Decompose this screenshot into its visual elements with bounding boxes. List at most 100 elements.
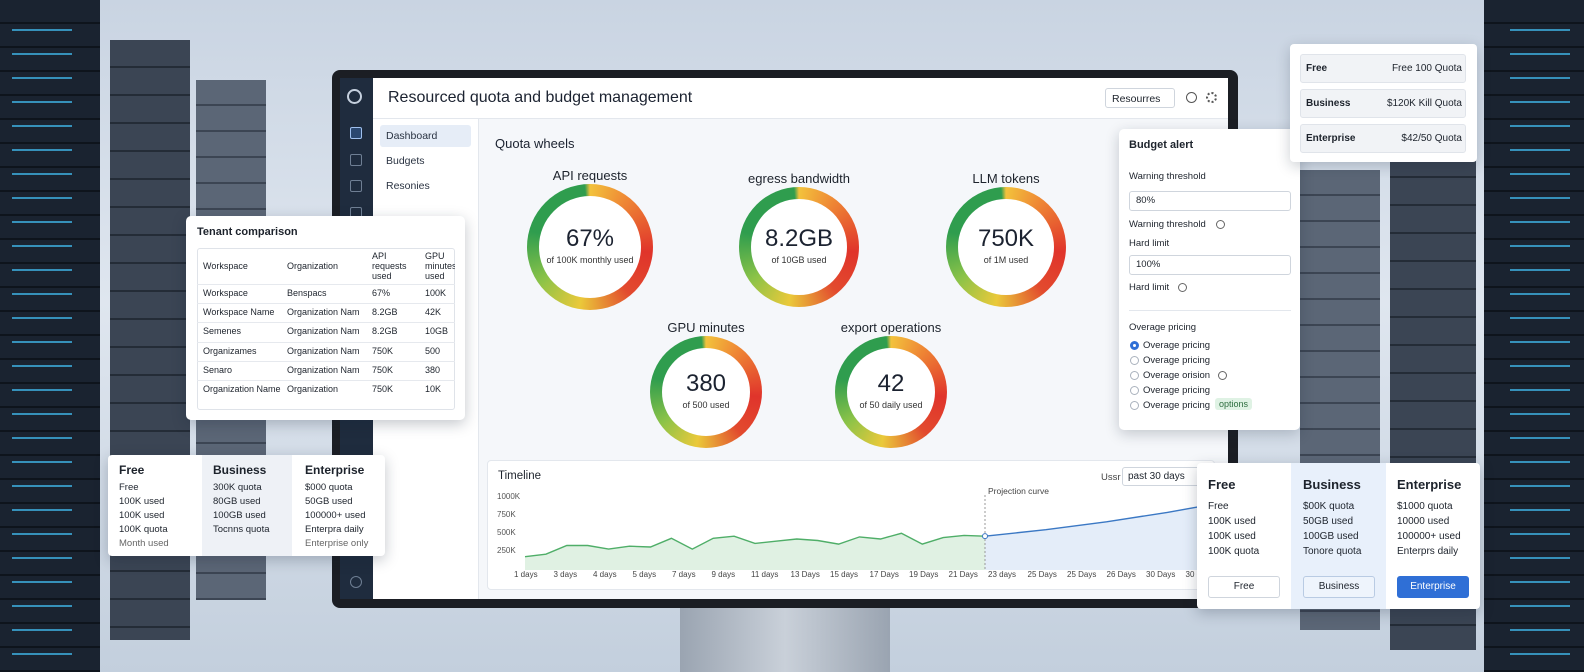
x-label: 9 days xyxy=(711,570,736,579)
y-label: 1000K xyxy=(497,492,521,501)
wheel-label: GPU minutes xyxy=(667,320,745,335)
plan-line: Tonore quota xyxy=(1303,546,1362,557)
table-cell: 8.2GB xyxy=(372,307,398,317)
badge: options xyxy=(1215,398,1253,410)
nav-item[interactable]: Dashboard xyxy=(386,130,438,142)
radio-label: Overage pricing xyxy=(1143,340,1211,351)
wheel-sub: of 50 daily used xyxy=(859,400,923,410)
x-label: 25 Days xyxy=(1027,570,1057,579)
table-cell: 100K xyxy=(425,288,447,298)
tier-row xyxy=(1300,54,1466,83)
sidebar-icon xyxy=(350,180,362,192)
plan-button[interactable]: Free xyxy=(1208,576,1280,598)
wheel-value: 42 xyxy=(877,370,905,397)
wheel-value: 8.2GB xyxy=(764,225,834,252)
table-cell: Senaro xyxy=(203,365,233,375)
table-cell: Organization Nam xyxy=(287,326,360,336)
table-header: GPU minutes used xyxy=(425,251,455,281)
wheel-label: egress bandwidth xyxy=(748,171,850,186)
plan-name: Business xyxy=(213,463,267,477)
plan-line: 100K quota xyxy=(1208,546,1260,557)
field-label: Hard limit xyxy=(1129,238,1170,249)
radio[interactable] xyxy=(1130,371,1139,380)
radio[interactable] xyxy=(1130,386,1139,395)
table-cell: Semenes xyxy=(203,326,242,336)
plan-line: Tocnns quota xyxy=(213,524,270,535)
table-cell: Organization Nam xyxy=(287,307,360,317)
field-label: Overage pricing xyxy=(1129,322,1197,333)
x-label: 23 days xyxy=(988,570,1017,579)
dropdown[interactable]: Resourres xyxy=(1105,88,1175,108)
sidebar-icon xyxy=(350,576,362,588)
x-label: 30 d xyxy=(1185,570,1202,579)
plan-line: 300K quota xyxy=(213,482,262,493)
x-label: 15 days xyxy=(830,570,859,579)
table-row-line xyxy=(197,342,455,343)
monitor-stand xyxy=(680,606,890,672)
plan-line: Month used xyxy=(119,538,169,549)
plan-line: Enterprs daily xyxy=(1397,546,1459,557)
x-label: 19 Days xyxy=(909,570,939,579)
plan-name: Free xyxy=(119,463,145,477)
radio[interactable] xyxy=(1130,356,1139,365)
table-cell: 750K xyxy=(372,365,394,375)
plan-button[interactable]: Business xyxy=(1303,576,1375,598)
rack-lights xyxy=(12,20,72,660)
plan-line: Free xyxy=(119,482,139,493)
radio-label: Overage pricing xyxy=(1143,400,1211,411)
tier-quota: Free 100 Quota xyxy=(1391,63,1462,74)
nav-item[interactable]: Resonies xyxy=(386,180,430,192)
divider xyxy=(1129,310,1291,311)
plan-name: Enterprise xyxy=(1397,477,1462,492)
table-header: Organization xyxy=(287,261,339,271)
table-row-line xyxy=(197,361,455,362)
info-icon[interactable] xyxy=(1186,92,1197,103)
table-box xyxy=(197,248,455,410)
tier-name: Free xyxy=(1306,63,1328,74)
page-title: Resourced quota and budget management xyxy=(388,89,693,106)
x-label: 5 days xyxy=(632,570,657,579)
info-icon xyxy=(1218,371,1227,380)
wheel-sub: of 10GB used xyxy=(771,255,827,265)
plan-line: 100K used xyxy=(1208,531,1256,542)
plan-button[interactable]: Enterprise xyxy=(1397,576,1469,598)
plan-line: 100K used xyxy=(119,496,165,507)
table-row-line xyxy=(197,303,455,304)
radio-label: Overage orision xyxy=(1143,370,1211,381)
table-header: API requests used xyxy=(372,251,407,281)
wheel-hole xyxy=(958,199,1054,295)
y-label: 250K xyxy=(497,546,516,555)
x-label: 1 days xyxy=(514,570,538,579)
table-cell: 67% xyxy=(372,288,391,298)
x-label: 11 days xyxy=(751,570,779,579)
plan-line: $00K quota xyxy=(1303,501,1355,512)
wheel-label: export operations xyxy=(840,320,942,335)
wheel-sub: of 100K monthly used xyxy=(546,255,634,265)
table-cell: Organization xyxy=(287,384,339,394)
input[interactable]: 100% xyxy=(1129,255,1291,275)
wheel-hole xyxy=(751,199,847,295)
tier-name: Enterprise xyxy=(1306,133,1356,144)
timeline-chart xyxy=(524,495,1214,570)
table-cell: 380 xyxy=(425,365,441,375)
input[interactable]: 80% xyxy=(1129,191,1291,211)
wheel-label: LLM tokens xyxy=(972,171,1040,186)
plan-line: 100K quota xyxy=(119,524,168,535)
radio[interactable] xyxy=(1130,341,1139,350)
plan-line: 100GB used xyxy=(213,510,266,521)
nav-item[interactable]: Budgets xyxy=(386,155,425,167)
sidebar-icon xyxy=(350,127,362,139)
radio-label: Overage pricing xyxy=(1143,385,1211,396)
settings-icon[interactable] xyxy=(1206,92,1217,103)
table-cell: 750K xyxy=(372,384,394,394)
table-row-line xyxy=(197,322,455,323)
actual-area xyxy=(525,533,985,570)
actual-line xyxy=(524,532,986,558)
table-cell: 8.2GB xyxy=(372,326,398,336)
radio-label: Overage pricing xyxy=(1143,355,1211,366)
wheel-sub: of 500 used xyxy=(682,400,730,410)
projection-start xyxy=(982,533,988,540)
plan-name: Free xyxy=(1208,477,1236,492)
field-hint: Warning threshold xyxy=(1129,219,1206,230)
radio[interactable] xyxy=(1130,401,1139,410)
